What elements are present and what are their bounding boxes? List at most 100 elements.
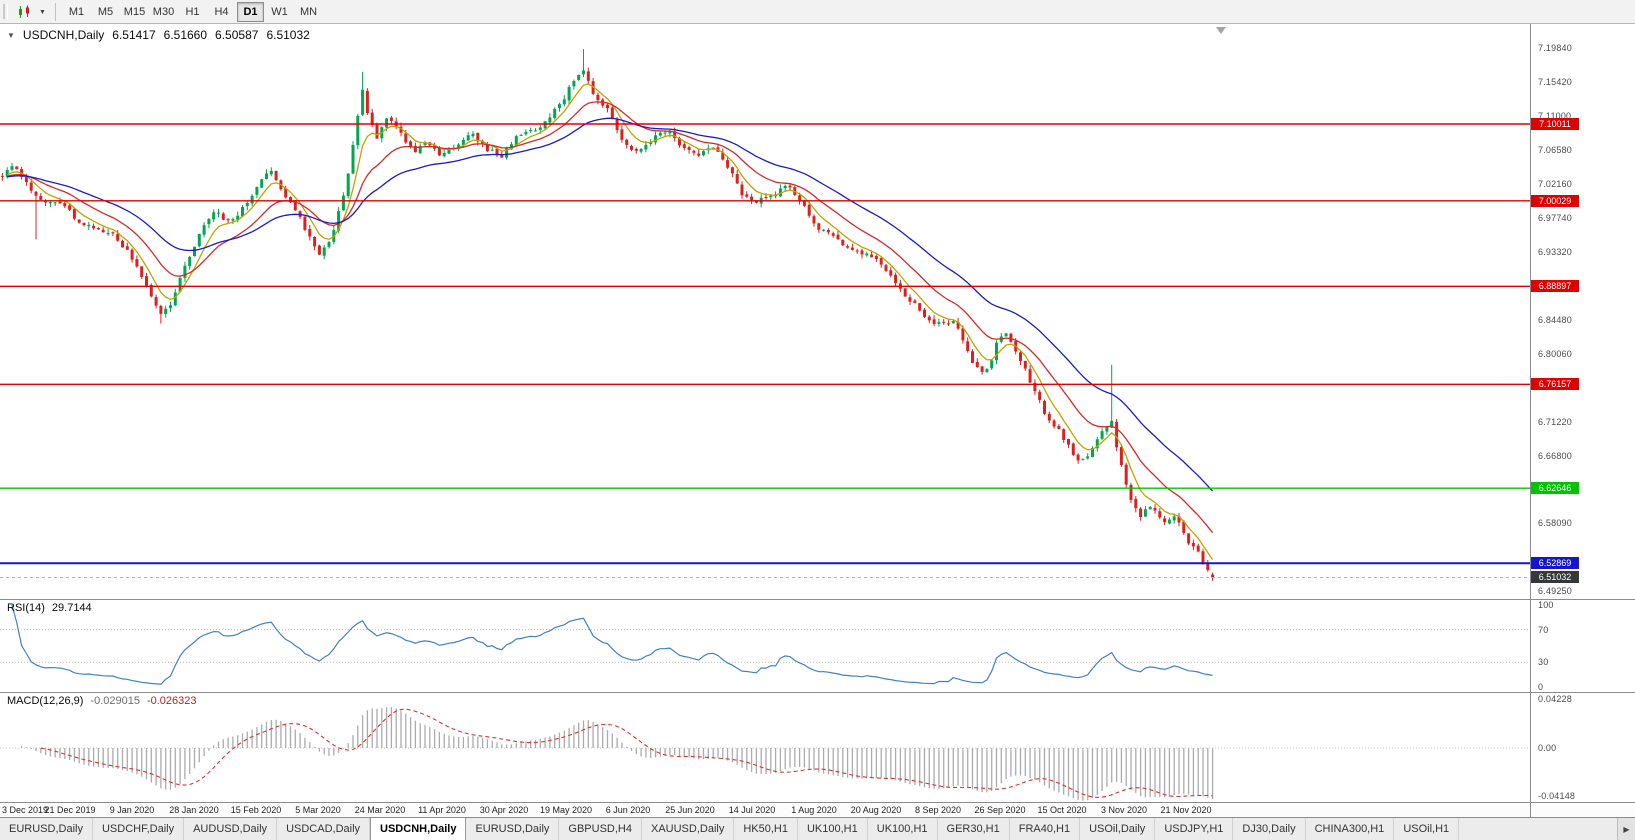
ohlc-open: 6.51417 [112,28,156,42]
time-axis[interactable]: 3 Dec 2019 21 Dec 2019 9 Jan 2020 28 Jan 20… [0,803,1635,818]
level-price-badge: 7.00029 [1531,194,1579,207]
price-tick: 6.71220 [1538,417,1572,428]
level-price-badge: 6.62646 [1531,482,1579,495]
date-label: 15 Feb 2020 [230,805,282,815]
timeframe-button-m5[interactable]: M5 [92,2,119,22]
macd-tick: -0.04148 [1538,791,1576,801]
price-tick: 7.19840 [1538,43,1572,54]
date-label: 21 Dec 2019 [44,805,96,815]
chart-title: ▼ USDCNH,Daily 6.51417 6.51660 6.50587 6… [7,28,310,42]
chart-tab-eurusd-daily[interactable]: EURUSD,Daily [0,818,93,840]
date-label: 20 Aug 2020 [850,805,902,815]
price-tick: 6.58090 [1538,518,1572,529]
date-label: 15 Oct 2020 [1037,805,1087,815]
timeframe-button-m15[interactable]: M15 [121,2,148,22]
timeframe-button-m1[interactable]: M1 [63,2,90,22]
level-price-badge: 6.52869 [1531,557,1579,570]
date-label: 1 Aug 2020 [791,805,837,815]
date-label: 3 Nov 2020 [1100,805,1148,815]
rsi-indicator-pane[interactable]: 100 70 30 0 RSI(14) 29.7144 [0,600,1635,693]
current-price-badge: 6.51032 [1531,571,1579,584]
chart-tab-fra40-h1[interactable]: FRA40,H1 [1009,818,1081,840]
chart-tab-xauusd-daily[interactable]: XAUUSD,Daily [641,818,735,840]
rsi-tick: 100 [1538,600,1554,610]
rsi-tick: 0 [1538,682,1544,692]
rsi-scale[interactable]: 100 70 30 0 [1530,600,1635,692]
chart-tab-uk100-h1[interactable]: UK100,H1 [867,818,938,840]
price-tick: 6.80060 [1538,349,1572,360]
chart-tab-audusd-daily[interactable]: AUDUSD,Daily [184,818,278,840]
macd-plot[interactable] [0,693,1530,802]
macd-indicator-pane[interactable]: 0.04228 0.00 -0.04148 MACD(12,26,9) -0.029… [0,693,1635,803]
timeframe-button-h4[interactable]: H4 [208,2,235,22]
chart-tab-usoil-daily[interactable]: USOil,Daily [1080,818,1156,840]
chart-tab-ger30-h1[interactable]: GER30,H1 [937,818,1010,840]
date-label: 21 Nov 2020 [1160,805,1212,815]
chart-tab-hk50-h1[interactable]: HK50,H1 [734,818,798,840]
price-chart-pane[interactable]: 7.19840 7.15420 7.11000 7.06580 7.02160 6.977… [0,24,1635,600]
ohlc-low: 6.50587 [215,28,259,42]
rsi-label: RSI(14) 29.7144 [7,602,92,614]
rsi-tick: 30 [1538,657,1549,668]
price-scale[interactable]: 7.19840 7.15420 7.11000 7.06580 7.02160 6.977… [1530,24,1635,599]
timeframe-group: M1 M5 M15 M30 H1 H4 D1 W1 MN [62,1,323,22]
chart-tab-usdchf-daily[interactable]: USDCHF,Daily [92,818,185,840]
date-label: 11 Apr 2020 [418,805,466,815]
date-label: 30 Apr 2020 [479,805,529,815]
chart-tab-usoil-h1[interactable]: USOil,H1 [1394,818,1460,840]
level-price-badge: 6.76157 [1531,378,1579,391]
price-tick: 7.02160 [1538,179,1572,190]
date-label: 6 Jun 2020 [605,805,651,815]
price-tick: 6.66800 [1538,451,1572,462]
tabs-scroll-right-button[interactable]: ▶ [1617,818,1635,840]
level-price-badge: 7.10011 [1531,118,1579,131]
macd-main-value: -0.029015 [90,695,140,707]
candlestick-chart[interactable] [0,24,1530,599]
price-tick: 7.06580 [1538,145,1572,156]
rsi-name: RSI(14) [7,602,45,614]
price-tick: 6.97740 [1538,213,1572,224]
rsi-value: 29.7144 [51,602,92,614]
chart-type-button[interactable] [13,2,35,22]
timeframe-button-m30[interactable]: M30 [150,2,177,22]
date-label: 14 Jul 2020 [728,805,776,815]
chart-tab-gbpusd-h4[interactable]: GBPUSD,H4 [559,818,642,840]
date-label: 9 Jan 2020 [109,805,155,815]
chart-tab-dj30-daily[interactable]: DJ30,Daily [1233,818,1306,840]
price-tick: 6.84480 [1538,315,1572,326]
one-click-trading-toggle-icon[interactable]: ▼ [7,30,15,40]
macd-tick: 0.04228 [1538,694,1572,704]
chart-type-dropdown[interactable]: ▼ [36,2,49,22]
macd-label: MACD(12,26,9) -0.029015 -0.026323 [7,695,197,707]
symbol-period-label: USDCNH,Daily [22,28,105,42]
chart-tab-eurusd-daily[interactable]: EURUSD,Daily [466,818,560,840]
rsi-plot[interactable] [0,600,1530,692]
chart-tab-china300-h1[interactable]: CHINA300,H1 [1305,818,1395,840]
chart-tab-usdcnh-daily[interactable]: USDCNH,Daily [370,818,467,840]
chart-tabs: EURUSD,Daily USDCHF,Daily AUDUSD,Daily USDC… [0,818,1635,840]
date-label: 19 May 2020 [539,805,593,815]
macd-signal-value: -0.026323 [146,695,197,707]
timeframe-button-d1[interactable]: D1 [237,1,264,22]
chart-tab-uk100-h1[interactable]: UK100,H1 [797,818,868,840]
date-label: 28 Jan 2020 [169,805,219,815]
chart-tab-usdjpy-h1[interactable]: USDJPY,H1 [1155,818,1234,840]
price-tick: 6.93320 [1538,247,1572,258]
toolbar: ▼ M1 M5 M15 M30 H1 H4 D1 W1 MN [0,0,1635,24]
price-tick: 7.15420 [1538,77,1572,88]
toolbar-grip-handle[interactable] [3,4,8,19]
chart-tab-bar: EURUSD,Daily USDCHF,Daily AUDUSD,Daily USDC… [0,818,1635,840]
macd-name: MACD(12,26,9) [7,695,84,707]
chart-tab-usdcad-daily[interactable]: USDCAD,Daily [277,818,371,840]
timeframe-button-mn[interactable]: MN [295,2,322,22]
ohlc-close: 6.51032 [266,28,310,42]
candlestick-chart-icon [18,5,29,18]
toolbar-separator [55,2,56,21]
date-label: 8 Sep 2020 [914,805,962,815]
rsi-tick: 70 [1538,624,1549,635]
macd-scale[interactable]: 0.04228 0.00 -0.04148 [1530,693,1635,802]
date-label: 25 Jun 2020 [665,805,715,815]
timeframe-button-h1[interactable]: H1 [179,2,206,22]
timeframe-button-w1[interactable]: W1 [266,2,293,22]
